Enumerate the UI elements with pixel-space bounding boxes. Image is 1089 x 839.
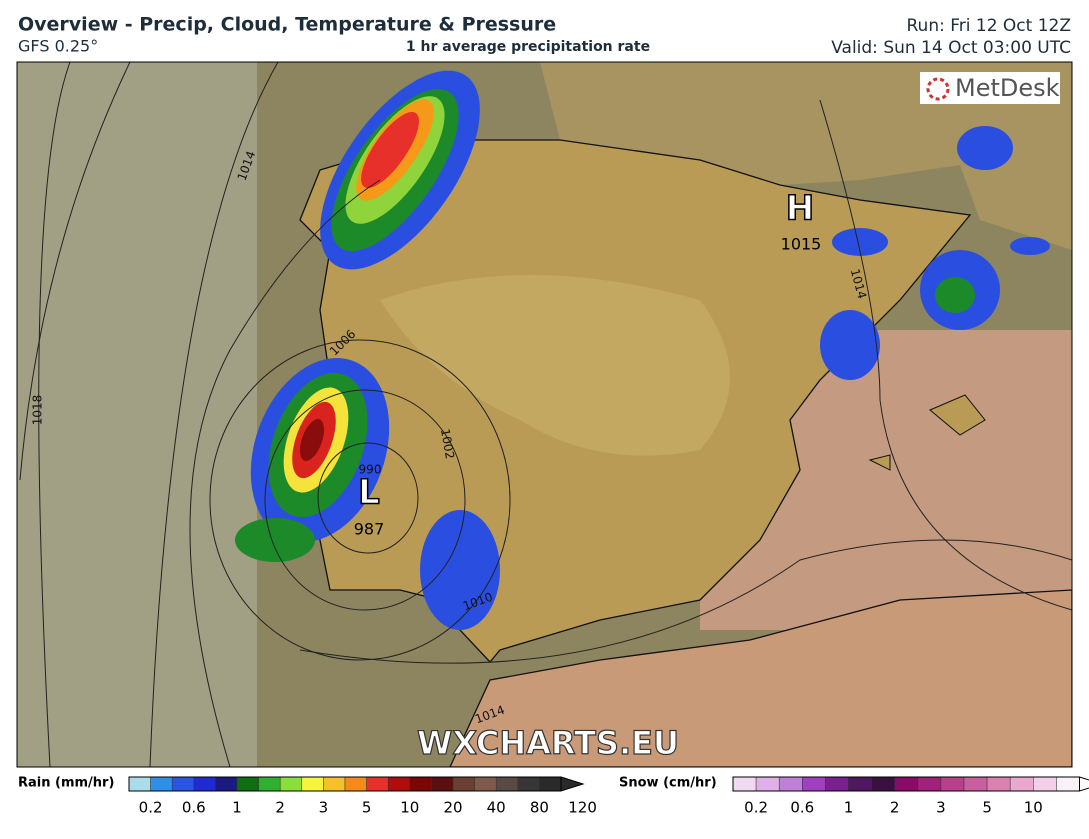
legend-swatch: [872, 777, 895, 791]
legend-swatch: [475, 777, 497, 791]
low-marker: L: [358, 473, 380, 513]
high-pressure: 1015: [781, 235, 822, 254]
run-time: Run: Fri 12 Oct 12Z: [907, 16, 1072, 36]
legend-tick-label: 80: [530, 799, 549, 817]
valid-time: Valid: Sun 14 Oct 03:00 UTC: [831, 38, 1071, 58]
legend-tick-label: 10: [400, 799, 419, 817]
legend-swatch: [151, 777, 173, 791]
legend-swatch: [431, 777, 453, 791]
isobar-label: 990: [359, 463, 382, 477]
legend-tick-label: 40: [487, 799, 506, 817]
low-pressure: 987: [354, 520, 385, 539]
legend-swatch: [518, 777, 540, 791]
legend-arrow: [1080, 777, 1089, 791]
legend-swatch: [779, 777, 802, 791]
legend-tick-label: 2: [275, 799, 285, 817]
legend-swatch: [1010, 777, 1033, 791]
legend-swatch: [1056, 777, 1079, 791]
rain-legend-title: Rain (mm/hr): [18, 776, 114, 791]
legend-swatch: [302, 777, 324, 791]
legend-tick-label: 1: [844, 799, 854, 817]
snow-legend-title: Snow (cm/hr): [619, 776, 717, 791]
legend-swatch: [129, 777, 151, 791]
legend-tick-label: 2: [890, 799, 900, 817]
logo: MetDesk: [955, 74, 1060, 102]
map: MetDesk H 1015 L 987 1014 1018 1006 1002…: [17, 44, 1072, 767]
legend-swatch: [345, 777, 367, 791]
legend-swatch: [410, 777, 432, 791]
legend-tick-label: 20: [443, 799, 462, 817]
legend-swatch: [539, 777, 561, 791]
legend-tick-label: 0.6: [182, 799, 206, 817]
legend-swatch: [367, 777, 389, 791]
legend-tick-label: 0.2: [744, 799, 768, 817]
legend-tick-label: 10: [1024, 799, 1043, 817]
subtitle: 1 hr average precipitation rate: [406, 39, 650, 55]
legend-swatch: [259, 777, 281, 791]
model: GFS 0.25°: [18, 37, 98, 56]
legend-tick-label: 0.2: [139, 799, 163, 817]
legend-swatch: [825, 777, 848, 791]
legend-swatch: [453, 777, 475, 791]
legend: 0.2 0.6 1 2 3 5 10 20 40 80 120 0.2 0.6 1 2 3 5 10: [129, 777, 1089, 817]
watermark: WXCHARTS.EU: [417, 724, 679, 762]
legend-swatch: [895, 777, 918, 791]
legend-swatch: [802, 777, 825, 791]
isobar-label: 1018: [31, 395, 45, 426]
title: Overview - Precip, Cloud, Temperature & …: [18, 14, 556, 36]
legend-arrow: [561, 777, 583, 791]
legend-swatch: [388, 777, 410, 791]
legend-swatch: [194, 777, 216, 791]
legend-swatch: [733, 777, 756, 791]
legend-swatch: [941, 777, 964, 791]
legend-tick-label: 3: [319, 799, 329, 817]
legend-swatch: [237, 777, 259, 791]
legend-tick-label: 1: [232, 799, 242, 817]
high-marker: H: [786, 189, 814, 229]
legend-swatch: [323, 777, 345, 791]
legend-swatch: [756, 777, 779, 791]
legend-swatch: [172, 777, 194, 791]
legend-tick-label: 5: [982, 799, 992, 817]
legend-swatch: [280, 777, 302, 791]
legend-swatch: [1033, 777, 1056, 791]
legend-swatch: [987, 777, 1010, 791]
legend-swatch: [849, 777, 872, 791]
legend-swatch: [496, 777, 518, 791]
legend-tick-label: 0.6: [790, 799, 814, 817]
legend-swatch: [215, 777, 237, 791]
legend-tick-label: 3: [936, 799, 946, 817]
legend-tick-label: 5: [362, 799, 372, 817]
legend-tick-label: 120: [568, 799, 597, 817]
legend-swatch: [918, 777, 941, 791]
legend-swatch: [964, 777, 987, 791]
